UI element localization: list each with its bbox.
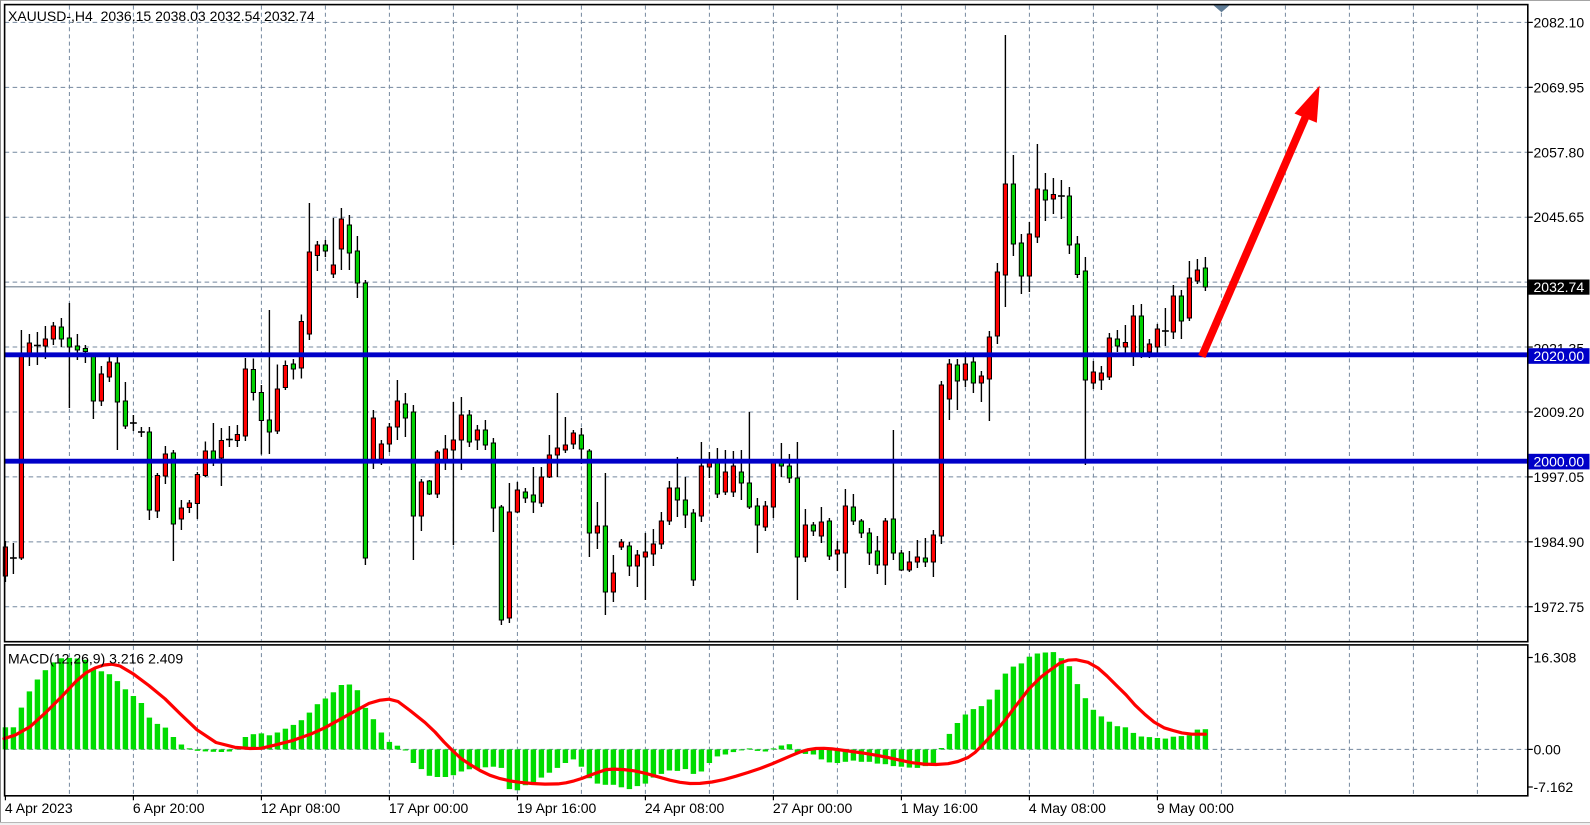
svg-text:2000.00: 2000.00: [1534, 454, 1585, 470]
svg-text:1 May 16:00: 1 May 16:00: [901, 800, 978, 816]
svg-text:2032.74: 2032.74: [1534, 279, 1585, 295]
svg-text:2009.20: 2009.20: [1534, 404, 1585, 420]
svg-text:-7.162: -7.162: [1534, 779, 1574, 795]
svg-text:17 Apr 00:00: 17 Apr 00:00: [389, 800, 469, 816]
svg-text:XAUUSD-,H4 2036.15 2038.03 20: XAUUSD-,H4 2036.15 2038.03 2032.54 2032.…: [8, 8, 315, 24]
svg-text:16.308: 16.308: [1534, 650, 1577, 666]
svg-text:19 Apr 16:00: 19 Apr 16:00: [517, 800, 597, 816]
svg-text:1972.75: 1972.75: [1534, 599, 1585, 615]
svg-text:1997.05: 1997.05: [1534, 469, 1585, 485]
svg-text:2069.95: 2069.95: [1534, 79, 1585, 95]
svg-text:4 May 08:00: 4 May 08:00: [1029, 800, 1106, 816]
svg-text:4 Apr 2023: 4 Apr 2023: [5, 800, 73, 816]
svg-text:12 Apr 08:00: 12 Apr 08:00: [261, 800, 341, 816]
svg-text:MACD(12,26,9) 3.216 2.409: MACD(12,26,9) 3.216 2.409: [8, 651, 183, 667]
svg-text:2045.65: 2045.65: [1534, 209, 1585, 225]
svg-text:1984.90: 1984.90: [1534, 534, 1585, 550]
svg-text:9 May 00:00: 9 May 00:00: [1157, 800, 1234, 816]
svg-text:2020.00: 2020.00: [1534, 348, 1585, 364]
svg-text:6 Apr 20:00: 6 Apr 20:00: [133, 800, 205, 816]
svg-text:0.00: 0.00: [1534, 741, 1561, 757]
svg-text:2082.10: 2082.10: [1534, 14, 1585, 30]
svg-text:24 Apr 08:00: 24 Apr 08:00: [645, 800, 725, 816]
svg-text:2057.80: 2057.80: [1534, 144, 1585, 160]
svg-text:27 Apr 00:00: 27 Apr 00:00: [773, 800, 853, 816]
